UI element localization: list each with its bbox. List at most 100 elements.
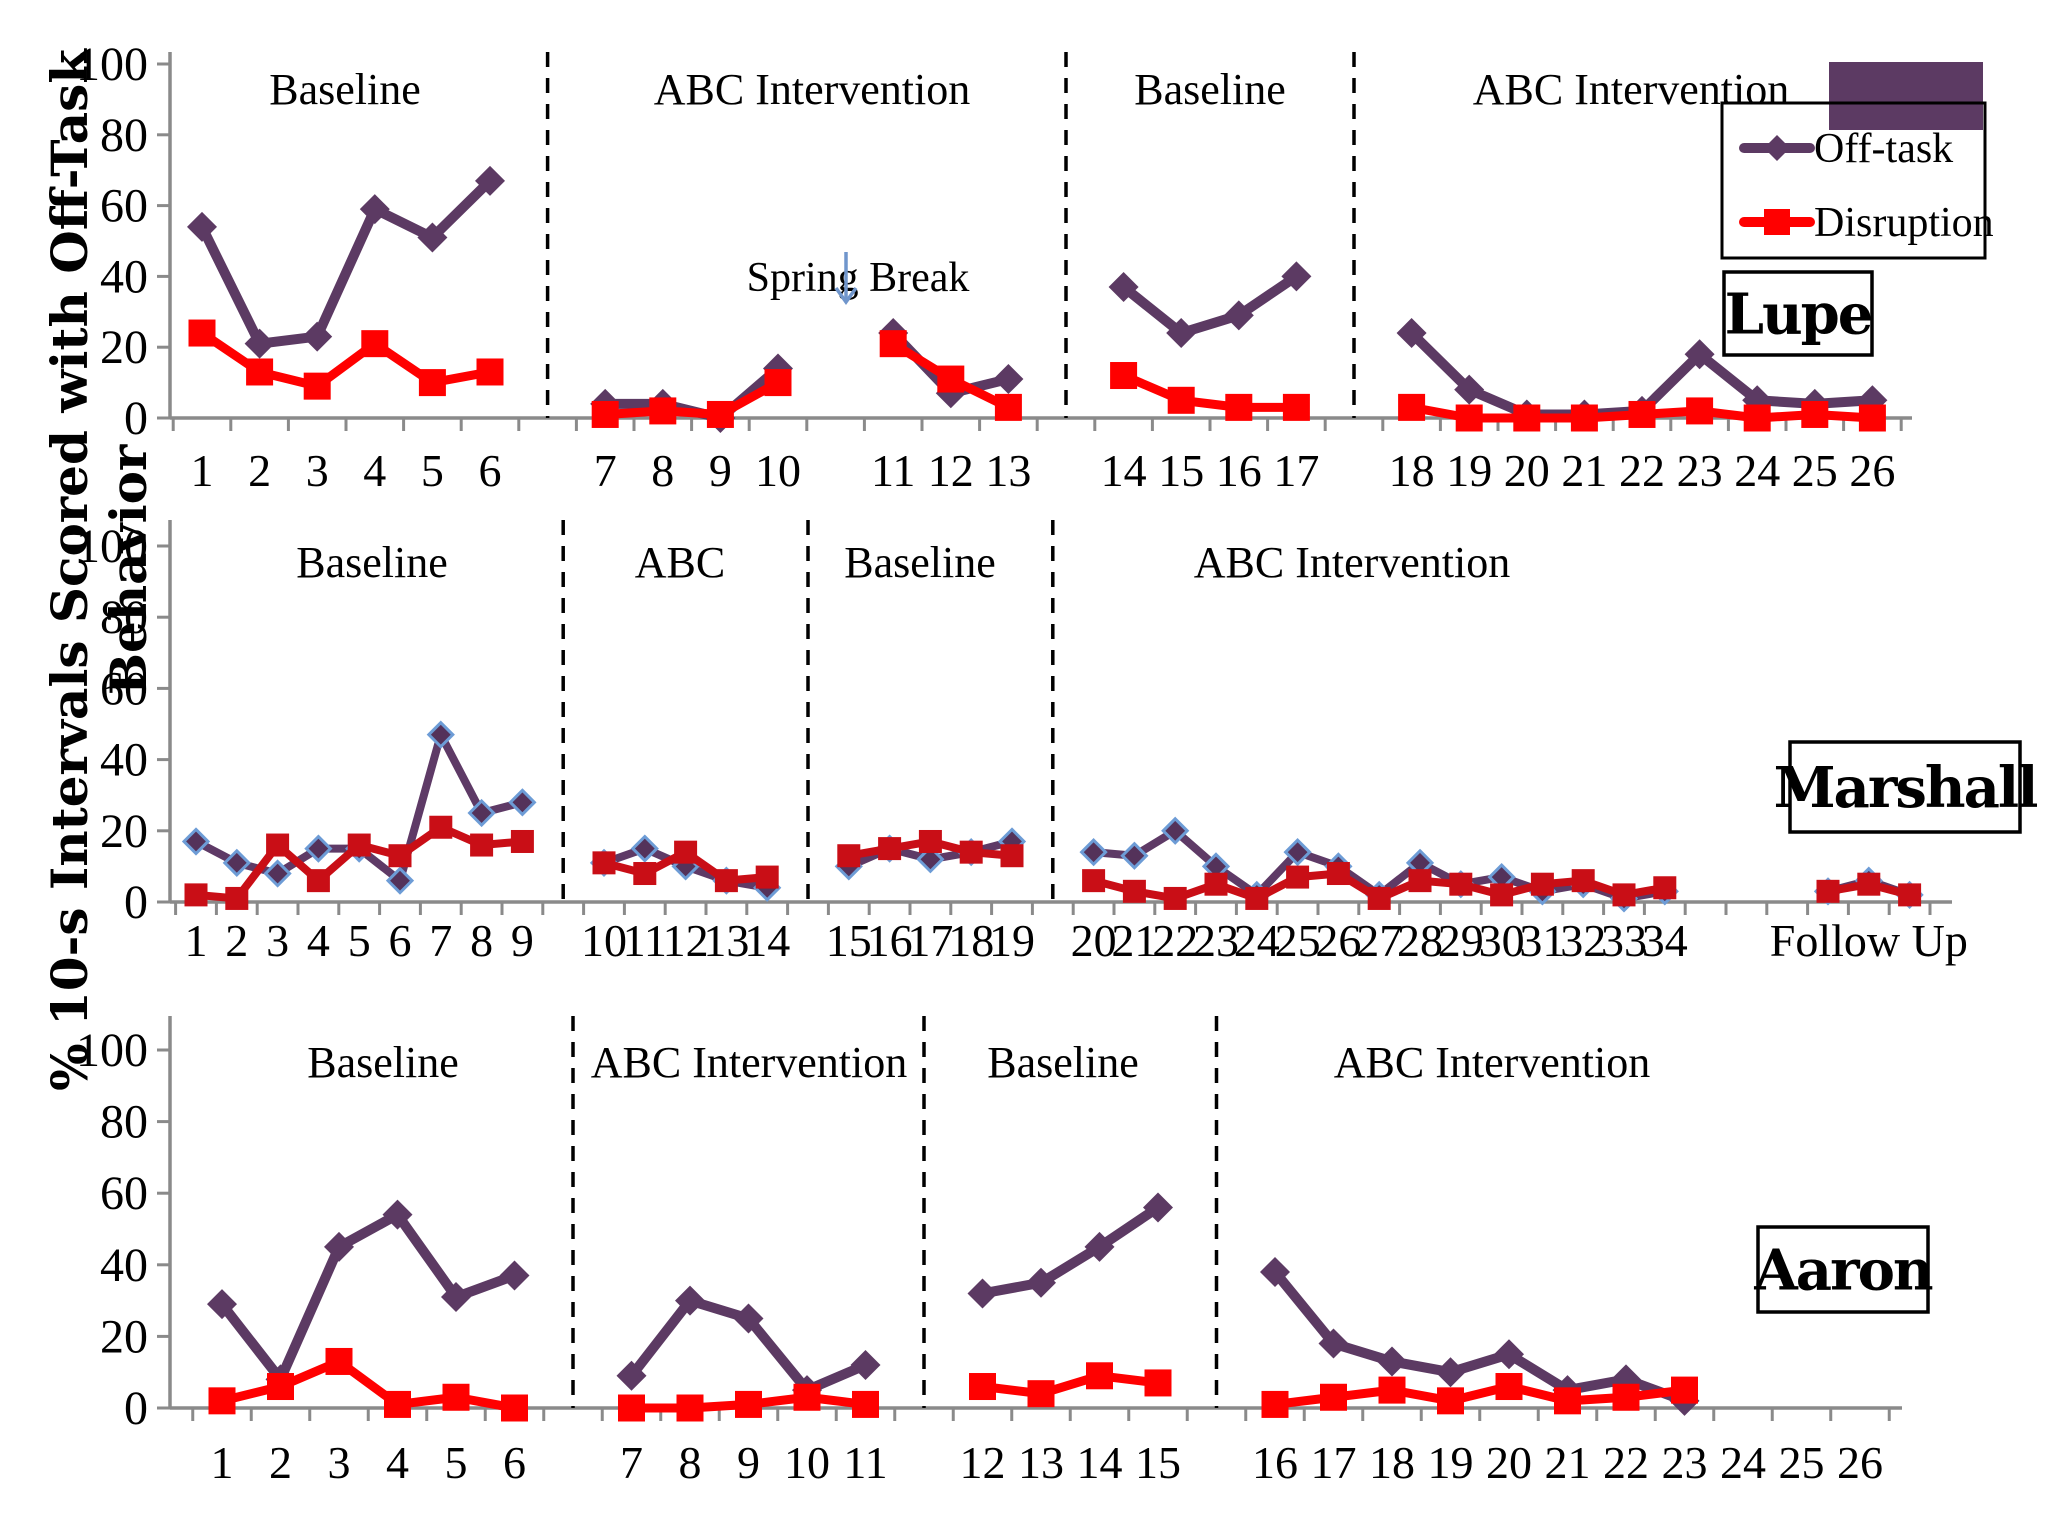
x-tick-label: 28: [1397, 915, 1443, 966]
x-tick-label: 14: [744, 915, 790, 966]
panel-name-label: Marshall: [1774, 755, 2038, 821]
x-tick-label: 11: [623, 915, 667, 966]
y-tick-label: 20: [100, 805, 148, 858]
marker-disruption: [1455, 404, 1483, 432]
panel-name-box: [1722, 270, 1874, 357]
marker-offtask: [1684, 339, 1715, 370]
x-tick-label: 33: [1601, 915, 1647, 966]
marker-offtask: [1281, 261, 1312, 292]
x-tick-label: 12: [663, 915, 709, 966]
marker-offtask: [467, 798, 496, 828]
marker-offtask: [733, 1303, 764, 1334]
marker-disruption: [994, 393, 1022, 421]
y-axis-title: % 10-s Intervals Scored with Off-Task Be…: [40, 49, 158, 1091]
x-tick-label: 13: [703, 915, 749, 966]
marker-disruption: [1449, 872, 1473, 896]
x-tick-label: 31: [1519, 915, 1565, 966]
marker-disruption: [706, 400, 734, 428]
marker-offtask: [1026, 1267, 1056, 1298]
series-line-disruption: [978, 1371, 1163, 1399]
marker-offtask: [1435, 1357, 1466, 1388]
x-tick-label: 24: [1720, 1437, 1766, 1488]
marker-disruption: [361, 330, 389, 358]
x-tick-label: 17: [907, 915, 953, 966]
x-tick-label: 32: [1560, 915, 1606, 966]
x-tick-label: 22: [1603, 1437, 1649, 1488]
phase-label: Baseline: [269, 65, 421, 114]
marker-disruption: [1163, 886, 1187, 910]
marker-disruption: [418, 369, 446, 397]
x-tick-label: 13: [985, 445, 1031, 496]
legend-diamond-icon: [1764, 135, 1790, 161]
marker-disruption: [591, 400, 619, 428]
x-tick-label: 26: [1849, 445, 1895, 496]
x-tick-label: 1: [211, 1437, 234, 1488]
marker-offtask: [850, 1350, 881, 1381]
marker-offtask: [499, 1260, 530, 1291]
marker-offtask: [417, 222, 448, 253]
series-line-disruption: [600, 378, 783, 419]
marker-offtask: [1494, 1339, 1524, 1370]
marker-disruption: [1225, 393, 1253, 421]
panel-name-box: [1756, 1225, 1930, 1314]
marker-disruption: [793, 1383, 821, 1411]
marker-disruption: [501, 1394, 528, 1422]
marker-disruption: [1857, 872, 1881, 896]
x-tick-label: 2: [225, 915, 248, 966]
x-tick-label: 24: [1734, 445, 1780, 496]
marker-disruption: [303, 372, 331, 400]
x-tick-label: 23: [1677, 445, 1723, 496]
marker-offtask: [324, 1231, 354, 1262]
x-tick-label: 21: [1561, 445, 1607, 496]
x-tick-label: 19: [1428, 1437, 1474, 1488]
phase-label: Baseline: [987, 1038, 1139, 1087]
x-tick-label: 14: [1077, 1437, 1123, 1488]
marker-disruption: [1144, 1369, 1172, 1397]
x-tick-label: 2: [269, 1437, 292, 1488]
x-tick-label: 20: [1486, 1437, 1532, 1488]
x-tick-label: 10: [755, 445, 801, 496]
x-tick-label: 16: [867, 915, 913, 966]
x-tick-label: 23: [1193, 915, 1239, 966]
marker-disruption: [1027, 1380, 1055, 1408]
x-tick-label: 3: [328, 1437, 351, 1488]
marker-offtask: [359, 194, 390, 225]
x-tick-label: 17: [1273, 445, 1319, 496]
legend: Off-task Disruption: [1720, 62, 1994, 260]
x-tick-label: 3: [306, 445, 329, 496]
marker-disruption: [1858, 404, 1886, 432]
marker-offtask: [187, 211, 217, 242]
marker-offtask: [1079, 838, 1108, 867]
x-tick-label: 4: [386, 1437, 409, 1488]
marker-disruption: [1286, 865, 1310, 889]
marker-disruption: [442, 1383, 470, 1411]
marker-offtask: [385, 866, 415, 895]
x-tick-label: 11: [871, 445, 915, 496]
x-tick-label: 2: [248, 445, 271, 496]
marker-offtask: [1166, 318, 1197, 349]
x-tick-label: 25: [1779, 1437, 1825, 1488]
y-tick-label: 40: [100, 734, 148, 787]
marker-offtask: [675, 1285, 705, 1316]
x-tick-label: 20: [1504, 445, 1550, 496]
marker-offtask: [630, 834, 659, 863]
marker-disruption: [347, 833, 371, 857]
marker-disruption: [1530, 872, 1554, 896]
x-tick-label: 26: [1315, 915, 1361, 966]
marker-offtask: [222, 848, 251, 877]
marker-disruption: [1437, 1387, 1464, 1415]
marker-disruption: [1743, 404, 1771, 432]
x-tick-label: 24: [1234, 915, 1280, 966]
y-tick-label: 100: [76, 1024, 148, 1077]
marker-disruption: [325, 1347, 353, 1375]
series-line-disruption: [1119, 371, 1301, 412]
marker-disruption: [1801, 400, 1829, 428]
x-tick-label: 26: [1837, 1437, 1883, 1488]
x-tick-label: 9: [511, 915, 534, 966]
x-tick-label: 16: [1216, 445, 1262, 496]
marker-disruption: [267, 1373, 294, 1401]
x-tick-label: 5: [421, 445, 444, 496]
series-line-disruption: [197, 328, 495, 391]
x-tick-label: 21: [1111, 915, 1157, 966]
